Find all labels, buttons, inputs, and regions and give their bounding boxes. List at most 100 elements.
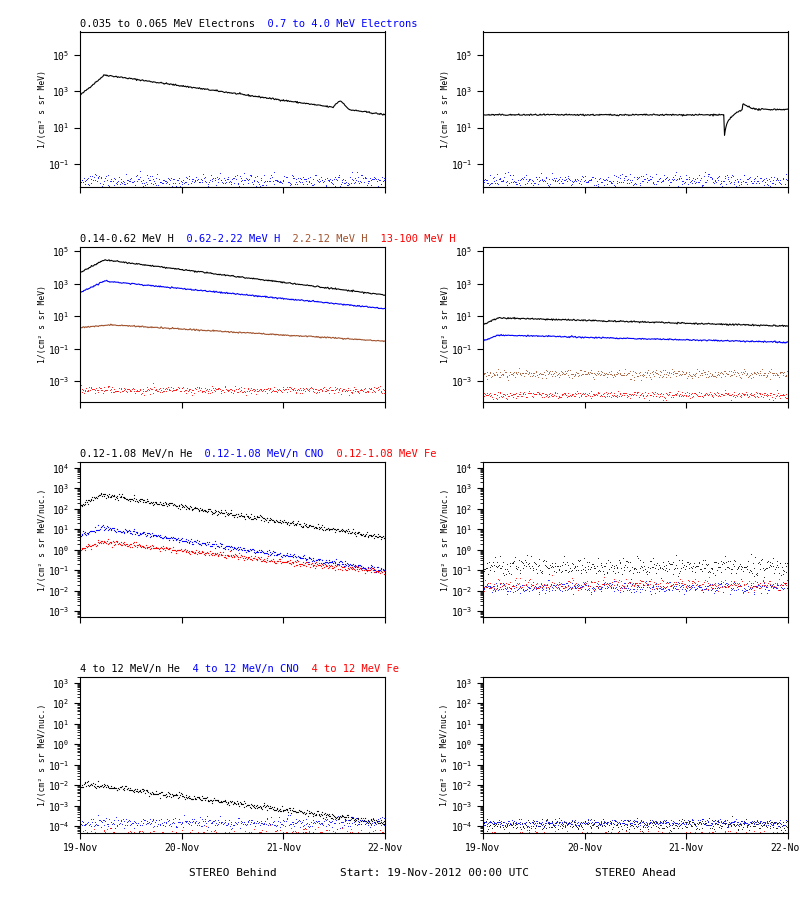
Point <box>274 554 286 569</box>
Point <box>358 830 370 844</box>
Point <box>482 176 494 190</box>
Point <box>195 501 208 516</box>
Point <box>246 511 259 526</box>
Point <box>218 813 231 827</box>
Point <box>566 387 578 401</box>
Point <box>666 169 679 184</box>
Point <box>93 488 106 502</box>
Point <box>299 518 312 533</box>
Point <box>283 553 296 567</box>
Point <box>626 815 638 830</box>
Point <box>234 508 246 523</box>
Point <box>486 580 498 594</box>
Point <box>177 828 190 842</box>
Point <box>298 805 310 819</box>
Point <box>583 173 596 187</box>
Point <box>544 558 557 572</box>
Point <box>673 576 686 590</box>
Point <box>678 818 691 832</box>
Point <box>108 825 121 840</box>
Point <box>618 826 630 841</box>
Point <box>128 522 141 536</box>
Point <box>266 170 278 184</box>
Point <box>319 522 332 536</box>
Point <box>300 822 313 836</box>
Point <box>593 829 606 843</box>
Point <box>92 171 105 185</box>
Point <box>140 526 153 540</box>
Point <box>680 389 693 403</box>
Point <box>218 550 230 564</box>
Point <box>747 828 760 842</box>
Point <box>613 573 626 588</box>
Point <box>718 824 731 839</box>
Point <box>222 548 234 562</box>
Point <box>718 369 731 383</box>
Point <box>160 814 173 829</box>
Point <box>378 383 391 398</box>
Point <box>145 176 158 191</box>
Point <box>647 176 660 190</box>
Point <box>106 781 118 796</box>
Point <box>728 574 741 589</box>
Point <box>290 172 303 186</box>
Point <box>724 368 737 382</box>
Point <box>485 581 498 596</box>
Point <box>158 543 171 557</box>
Point <box>110 534 122 548</box>
Point <box>756 173 769 187</box>
Point <box>632 385 645 400</box>
Point <box>734 389 746 403</box>
Point <box>309 807 322 822</box>
Point <box>682 555 694 570</box>
Point <box>305 814 318 829</box>
Point <box>489 583 502 598</box>
Point <box>166 383 178 398</box>
Point <box>222 384 234 399</box>
Point <box>546 366 559 381</box>
Point <box>296 822 309 836</box>
Point <box>690 818 702 832</box>
Point <box>378 529 391 544</box>
Point <box>342 177 355 192</box>
Point <box>158 788 171 802</box>
Point <box>103 490 116 504</box>
Point <box>517 830 530 844</box>
Point <box>608 386 621 400</box>
Point <box>633 366 646 381</box>
Point <box>718 556 730 571</box>
Point <box>331 522 344 536</box>
Point <box>749 390 762 404</box>
Point <box>302 519 314 534</box>
Point <box>347 380 360 394</box>
Point <box>703 825 716 840</box>
Point <box>484 830 497 844</box>
Point <box>779 829 792 843</box>
Point <box>564 561 577 575</box>
Point <box>327 816 340 831</box>
Point <box>562 363 575 377</box>
Point <box>321 812 334 826</box>
Point <box>558 580 570 595</box>
Point <box>344 176 357 191</box>
Point <box>186 501 199 516</box>
Point <box>763 829 776 843</box>
Point <box>258 816 270 831</box>
Point <box>232 550 245 564</box>
Point <box>372 563 385 578</box>
Point <box>721 825 734 840</box>
Point <box>295 827 308 842</box>
Point <box>741 366 754 381</box>
Point <box>682 813 694 827</box>
Point <box>608 816 621 831</box>
Point <box>767 550 780 564</box>
Point <box>288 518 301 532</box>
Point <box>649 827 662 842</box>
Point <box>547 819 560 833</box>
Point <box>730 818 742 832</box>
Point <box>522 367 534 382</box>
Point <box>330 523 342 537</box>
Point <box>777 170 790 184</box>
Point <box>562 169 575 184</box>
Point <box>613 363 626 377</box>
